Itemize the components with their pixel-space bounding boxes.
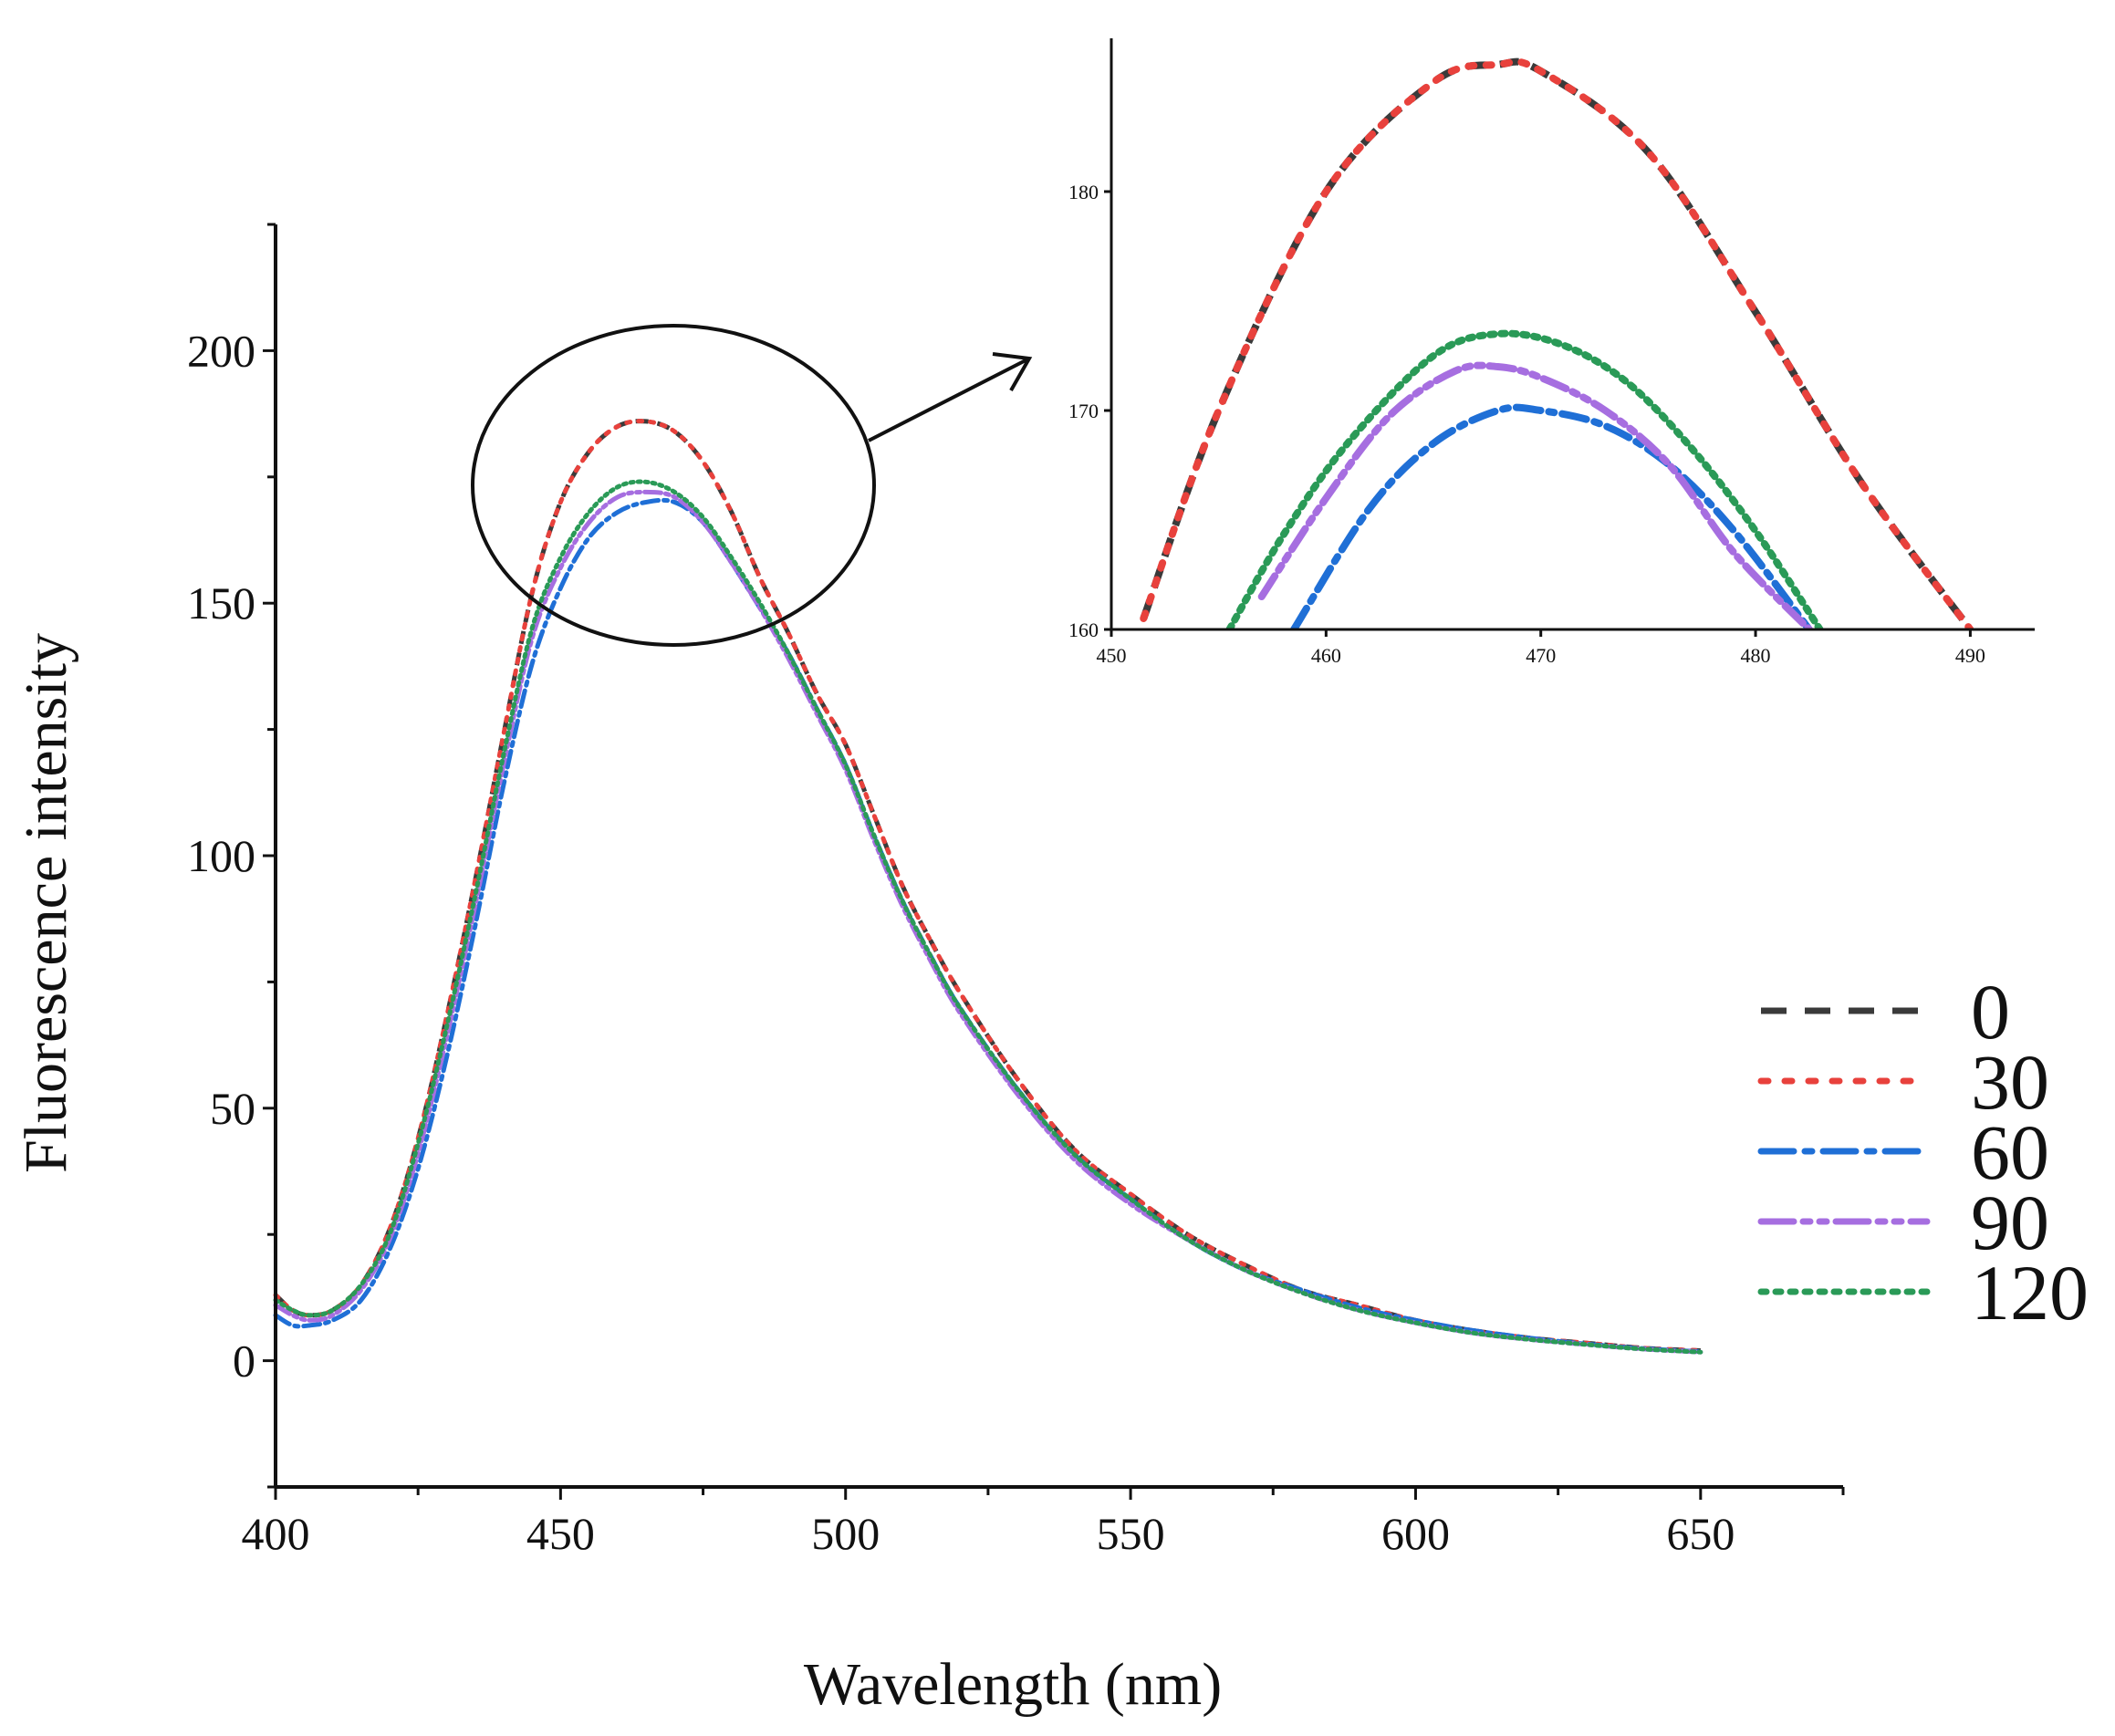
main-x-tick-label: 400 [242,1508,310,1559]
inset-x-tick-label: 450 [1097,644,1127,667]
legend-label-0: 0 [1971,968,2010,1055]
main-y-tick-label: 50 [210,1083,255,1134]
main-x-tick-label: 500 [811,1508,880,1559]
inset-y-tick-label: 170 [1068,400,1099,422]
inset-series-line-90 [1257,361,1813,629]
legend-label-90: 90 [1971,1179,2049,1266]
main-x-tick-label: 650 [1666,1508,1735,1559]
inset-x-tick-label: 470 [1526,644,1556,667]
main-y-tick-label: 200 [187,325,255,376]
zoom-arrow-line [868,357,1030,442]
main-series-line-0 [274,419,1701,1354]
main-y-tick-label: 100 [187,830,255,881]
zoom-ellipse [471,324,876,647]
main-series-group [273,419,1703,1355]
inset-y-tick-label: 180 [1068,181,1099,203]
legend-label-30: 30 [1971,1038,2049,1126]
main-x-tick-label: 450 [526,1508,595,1559]
main-ticks [263,223,1845,1500]
legend-label-60: 60 [1971,1108,2049,1196]
zoom-arrow-head [992,352,1033,391]
main-y-tick-label: 0 [233,1336,255,1387]
main-series-line-90 [273,489,1703,1355]
inset-series-line-30 [1140,57,1974,629]
main-series-line-120 [273,479,1703,1355]
main-series-line-60 [273,497,1703,1355]
inset-plot-panel: 450 460 470 480 490 160 170 180 [1068,38,2035,667]
inset-y-tick-label: 160 [1068,619,1099,641]
inset-series-group [1140,57,1974,629]
main-plot-panel: 400 450 500 550 600 650 0 50 100 150 200 Wavelengt… [13,223,1845,1718]
main-y-tick-label: 150 [187,577,255,629]
inset-axes [1110,38,2035,631]
inset-x-tick-label: 460 [1311,644,1341,667]
inset-series-line-60 [1290,403,1813,629]
main-series-line-30 [273,419,1703,1354]
main-tick-labels: 400 450 500 550 600 650 0 50 100 150 200 [187,325,1735,1559]
legend-label-120: 120 [1971,1249,2089,1336]
y-axis-title: Fluorescence intensity [13,633,79,1173]
main-x-tick-label: 600 [1381,1508,1450,1559]
main-x-tick-label: 550 [1097,1508,1165,1559]
x-axis-title: Wavelength (nm) [804,1651,1222,1718]
inset-series-line-120 [1225,329,1824,629]
inset-tick-labels: 450 460 470 480 490 160 170 180 [1068,181,1985,667]
zoom-annotation [471,324,1033,647]
inset-ticks [1104,190,1972,637]
inset-x-tick-label: 490 [1955,644,1985,667]
inset-x-tick-label: 480 [1741,644,1771,667]
